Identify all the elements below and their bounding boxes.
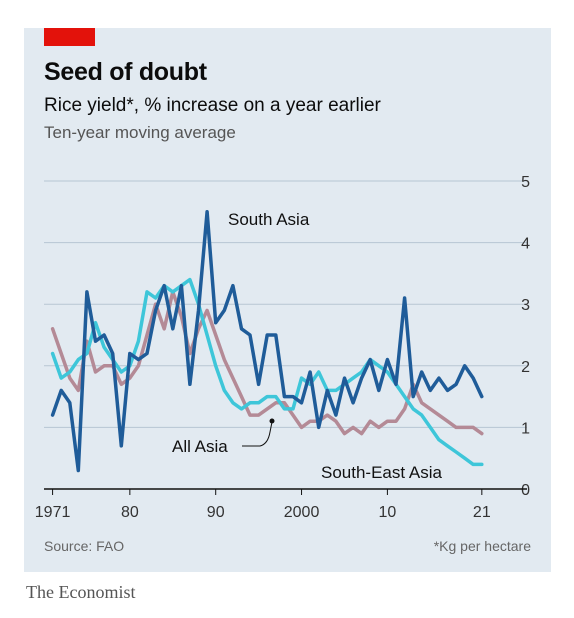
series-line-south-east-asia	[50, 277, 484, 467]
x-tick-label: 10	[378, 504, 396, 521]
annotation-south-east-asia: South-East Asia	[321, 463, 443, 482]
source-note: Source: FAO	[44, 538, 125, 554]
annotation-all-asia-leader	[242, 421, 273, 447]
economist-logo: The Economist	[26, 582, 136, 602]
chart-card: Seed of doubt Rice yield*, % increase on…	[24, 28, 551, 572]
y-tick-label: 4	[521, 236, 530, 253]
x-tick-label: 1971	[35, 504, 71, 521]
annotation-all-asia-dot	[269, 418, 275, 424]
series-line-south-asia	[50, 210, 484, 473]
chart-title: Seed of doubt	[44, 58, 207, 86]
chart-subtitle: Rice yield*, % increase on a year earlie…	[44, 95, 381, 116]
footnote: *Kg per hectare	[433, 538, 531, 554]
y-tick-label: 1	[521, 420, 530, 437]
y-tick-label: 5	[521, 174, 530, 191]
annotation-all-asia: All Asia	[172, 437, 228, 456]
y-tick-label: 2	[521, 359, 530, 376]
chart-subsubtitle: Ten-year moving average	[44, 123, 236, 142]
series-line-all-asia	[50, 290, 484, 436]
x-tick-label: 21	[473, 504, 491, 521]
brand-red-tag	[44, 28, 95, 46]
x-tick-label: 2000	[284, 504, 320, 521]
line-chart: 0 1 2 3 4 5 1971 80 90 2000 10 21 South Asia All Asia…	[35, 174, 530, 521]
x-tick-label: 80	[121, 504, 139, 521]
y-tick-label: 0	[521, 482, 530, 499]
annotation-south-asia: South Asia	[228, 210, 310, 229]
y-tick-label: 3	[521, 297, 530, 314]
x-tick-label: 90	[207, 504, 225, 521]
